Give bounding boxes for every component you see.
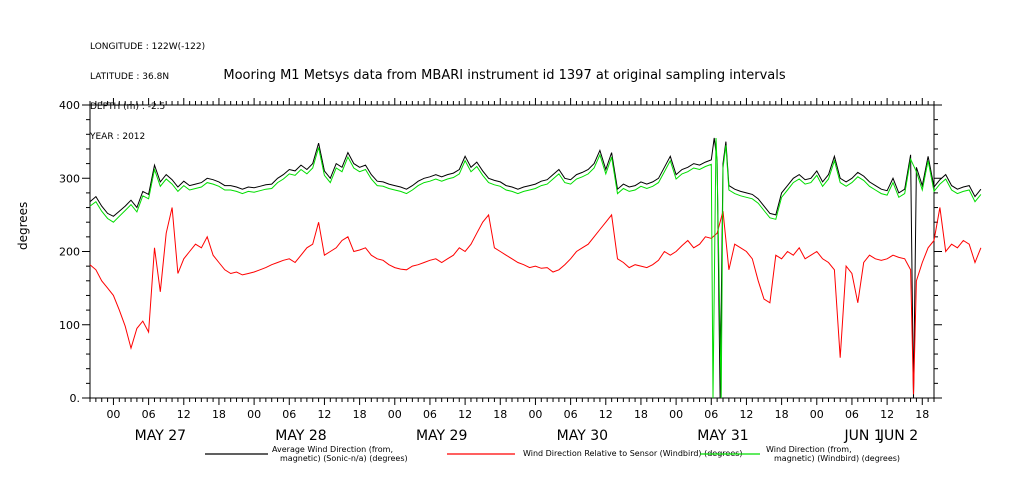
x-tick-label: 18 [634,408,648,421]
x-tick-label: 00 [669,408,683,421]
longitude-label: LONGITUDE : 122W(-122) [90,42,206,52]
x-date-label: MAY 29 [416,428,467,444]
series-line-2 [89,207,982,395]
legend-label-1: magnetic) (Sonic-n/a) (degrees) [280,454,408,463]
x-tick-label: 00 [388,408,402,421]
x-tick-label: 12 [458,408,472,421]
x-date-label: JUN 2 [879,428,918,444]
legend: Average Wind Direction (from,magnetic) (… [205,445,900,463]
x-tick-label: 18 [493,408,507,421]
x-tick-label: 00 [528,408,542,421]
x-tick-label: 06 [142,408,156,421]
x-date-label: MAY 30 [557,428,608,444]
x-date-label: MAY 31 [697,428,748,444]
y-tick-label: 300 [59,172,80,185]
x-tick-label: 00 [810,408,824,421]
axis-labels: 0. 100 200 300 400 00 06 12 18 00 06 12 18 00 06 12 18 00… [59,99,929,444]
series-line-1 [89,137,982,399]
x-tick-label: 06 [704,408,718,421]
x-date-label: MAY 28 [275,428,326,444]
x-date-label: MAY 27 [135,428,186,444]
x-tick-label: 12 [880,408,894,421]
legend-label-2: Wind Direction Relative to Sensor (Windb… [523,449,743,458]
plot-frame [89,104,935,399]
legend-label-3: magnetic) (Windbird) (degrees) [774,454,900,463]
x-tick-label: 18 [775,408,789,421]
axis-ticks [82,98,942,405]
x-tick-label: 12 [317,408,331,421]
y-tick-label: 200 [59,246,80,259]
x-tick-label: 06 [282,408,296,421]
metadata-block: LONGITUDE : 122W(-122) LATITUDE : 36.8N … [90,22,205,152]
plot-border [89,104,935,399]
x-tick-label: 12 [739,408,753,421]
x-tick-label: 00 [106,408,120,421]
chart-title: Mooring M1 Metsys data from MBARI instru… [223,68,786,83]
x-tick-label: 06 [564,408,578,421]
x-tick-label: 00 [247,408,261,421]
x-tick-label: 12 [177,408,191,421]
y-tick-label: 400 [59,99,80,112]
x-tick-label: 06 [845,408,859,421]
x-tick-label: 06 [423,408,437,421]
series-layer [89,137,982,399]
year-label: YEAR : 2012 [90,132,146,142]
x-tick-label: 12 [599,408,613,421]
latitude-label: LATITUDE : 36.8N [90,72,170,82]
legend-label-3: Wind Direction (from, [766,445,852,454]
y-tick-label: 0. [70,392,81,405]
y-tick-label: 100 [59,319,80,332]
x-tick-label: 18 [212,408,226,421]
legend-label-1: Average Wind Direction (from, [272,445,393,454]
x-tick-label: 18 [353,408,367,421]
x-date-label: JUN 1 [844,428,883,444]
x-tick-label: 18 [915,408,929,421]
series-line-3 [89,137,982,399]
depth-label: DEPTH (m) : -2.5 [90,102,166,112]
